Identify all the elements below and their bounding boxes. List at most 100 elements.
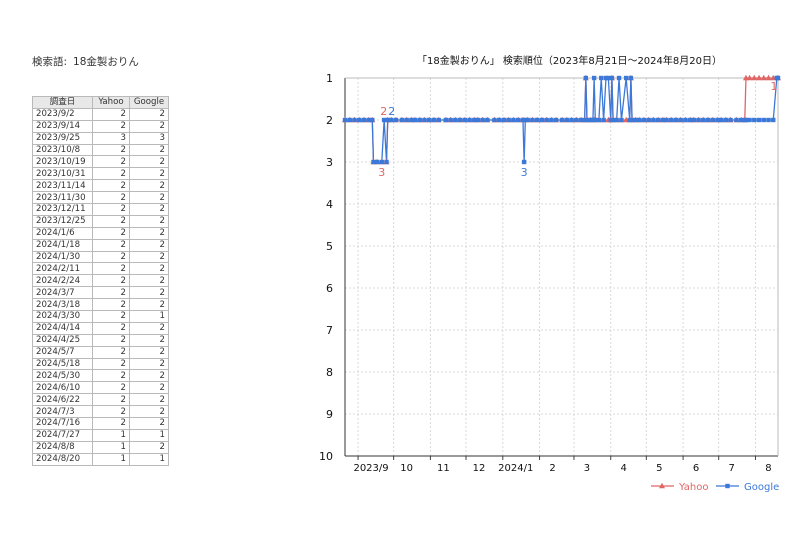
cell-google: 2 [129,321,169,335]
y-tick-label: 6 [326,282,333,295]
data-point-google [525,117,530,123]
cell-google: 2 [129,203,169,216]
data-point-google [342,117,348,123]
data-point-google [422,117,427,123]
data-label: 2 [380,105,387,118]
data-point-google [443,117,449,123]
table-row: 2023/11/14 2 2 [32,179,169,193]
data-point-google [766,117,771,123]
chart-title: 「18金製おりん」 検索順位（2023年8月21日～2024年8月20日） [417,54,722,67]
table-row: 2024/7/3 2 2 [32,405,169,419]
cell-date: 2024/6/22 [32,393,93,407]
y-tick-label: 4 [326,198,333,211]
legend-marker-google [725,483,730,489]
table-row: 2024/3/18 2 2 [32,298,169,312]
data-point-google [705,117,711,123]
data-point-google [623,75,629,81]
table-row: 2024/6/22 2 2 [32,393,169,407]
data-point-google [633,117,638,123]
data-point-google [628,75,634,81]
cell-google: 2 [129,250,169,264]
data-point-google [701,117,706,123]
keyword-value: 18金製おりん [73,56,139,68]
data-point-google [361,117,367,123]
data-point-google [601,117,606,123]
cell-google: 2 [129,298,169,312]
data-point-google [673,117,679,123]
data-point-google [606,75,611,81]
x-tick-label: 5 [656,463,662,474]
data-point-google [381,117,387,123]
data-point-google [756,117,762,123]
data-point-google [371,159,376,165]
data-label: 3 [378,166,385,179]
data-point-google [734,117,739,123]
table-row: 2024/5/7 2 2 [32,345,169,359]
data-point-google [669,117,674,123]
keyword-caption: 検索語: [32,56,68,68]
cell-yahoo: 2 [92,381,130,395]
y-tick-label: 5 [326,240,333,253]
data-point-google [775,75,781,81]
data-point-google [347,117,352,123]
x-tick-label: 7 [728,463,734,474]
data-point-google [492,117,497,123]
data-point-google [549,117,554,123]
data-point-google [599,75,604,81]
data-point-google [530,117,535,123]
data-point-google [678,117,683,123]
legend-label-yahoo: Yahoo [678,482,708,493]
data-point-google [651,117,656,123]
data-point-google [497,117,502,123]
cell-yahoo: 2 [92,393,130,407]
cell-date: 2024/3/7 [32,286,93,300]
data-point-google [771,117,776,123]
cell-date: 2024/4/14 [32,321,93,335]
data-point-google [710,117,715,123]
x-tick-label: 6 [693,463,699,474]
cell-google: 2 [129,440,169,454]
x-tick-label: 2023/9 [353,463,388,474]
data-point-yahoo [756,74,763,81]
data-point-google [462,117,468,123]
data-point-google [370,117,375,123]
data-point-google [448,117,453,123]
cell-google: 1 [129,452,169,466]
cell-date: 2024/7/16 [32,417,93,430]
y-tick-label: 1 [326,72,333,85]
table-row: 2023/9/14 2 2 [32,119,169,133]
data-point-google [683,117,688,123]
data-point-google [696,117,701,123]
data-point-yahoo [746,74,753,81]
data-point-google [610,117,616,123]
legend-label-google: Google [744,482,779,493]
data-point-google [399,117,405,123]
data-point-google [501,117,507,123]
y-tick-label: 2 [326,114,333,127]
table-row: 2023/10/31 2 2 [32,167,169,181]
data-point-google [616,75,622,81]
cell-google: 1 [129,310,169,323]
cell-yahoo: 2 [92,262,130,276]
data-point-yahoo [751,74,758,81]
x-tick-label: 2024/1 [498,463,533,474]
data-point-google [590,117,596,123]
x-tick-label: 10 [400,463,413,474]
data-point-google [379,159,384,165]
data-point-google [412,117,418,123]
data-label: 1 [771,80,778,93]
cell-google: 2 [129,274,169,288]
table-row: 2024/8/8 1 2 [32,440,169,454]
data-point-google [357,117,362,123]
data-point-google [516,117,521,123]
data-point-google [619,117,624,123]
data-point-google [436,117,441,123]
data-point-google [637,117,642,123]
table-row: 2023/10/8 2 2 [32,143,169,157]
cell-yahoo: 2 [92,250,130,264]
data-point-google [374,159,380,165]
data-point-google [655,117,661,123]
header-yahoo: Yahoo [92,96,130,109]
data-point-google [457,117,463,123]
data-point-google [728,117,733,123]
